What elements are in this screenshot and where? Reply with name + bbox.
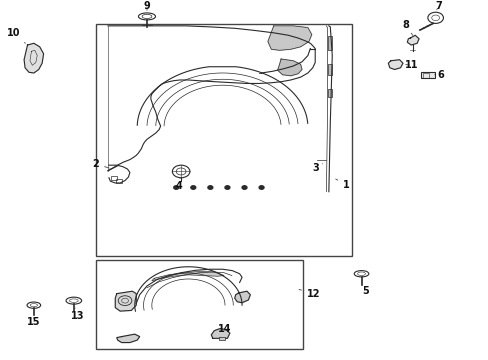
- Text: 10: 10: [7, 28, 25, 43]
- Bar: [96, 24, 351, 256]
- Text: 12: 12: [299, 289, 320, 299]
- Bar: [328, 64, 331, 75]
- Circle shape: [207, 186, 212, 189]
- Bar: [328, 89, 331, 98]
- Text: 8: 8: [402, 21, 412, 35]
- Polygon shape: [407, 35, 418, 45]
- Text: 3: 3: [312, 163, 322, 173]
- Bar: [218, 337, 224, 340]
- Polygon shape: [117, 334, 140, 343]
- Bar: [111, 176, 117, 180]
- Polygon shape: [267, 26, 311, 50]
- Circle shape: [242, 186, 246, 189]
- Polygon shape: [152, 271, 224, 281]
- Text: 5: 5: [361, 280, 368, 296]
- Circle shape: [259, 186, 264, 189]
- Bar: [96, 260, 303, 349]
- Text: 13: 13: [71, 308, 84, 321]
- Text: 2: 2: [92, 159, 109, 169]
- Polygon shape: [234, 291, 250, 303]
- Bar: [422, 73, 428, 77]
- Bar: [420, 72, 434, 78]
- Polygon shape: [115, 291, 136, 311]
- Text: 14: 14: [218, 324, 231, 338]
- Polygon shape: [277, 59, 302, 76]
- Bar: [116, 179, 122, 183]
- Circle shape: [190, 186, 195, 189]
- Text: 7: 7: [434, 1, 441, 11]
- Text: 11: 11: [405, 60, 418, 70]
- Text: 15: 15: [27, 317, 41, 327]
- Bar: [328, 36, 331, 50]
- Text: 1: 1: [335, 179, 349, 190]
- Polygon shape: [211, 329, 229, 338]
- Text: 6: 6: [434, 70, 444, 80]
- Text: 9: 9: [143, 1, 150, 11]
- Polygon shape: [24, 43, 43, 73]
- Text: 4: 4: [175, 178, 182, 191]
- Polygon shape: [387, 60, 402, 69]
- Circle shape: [173, 186, 178, 189]
- Circle shape: [224, 186, 229, 189]
